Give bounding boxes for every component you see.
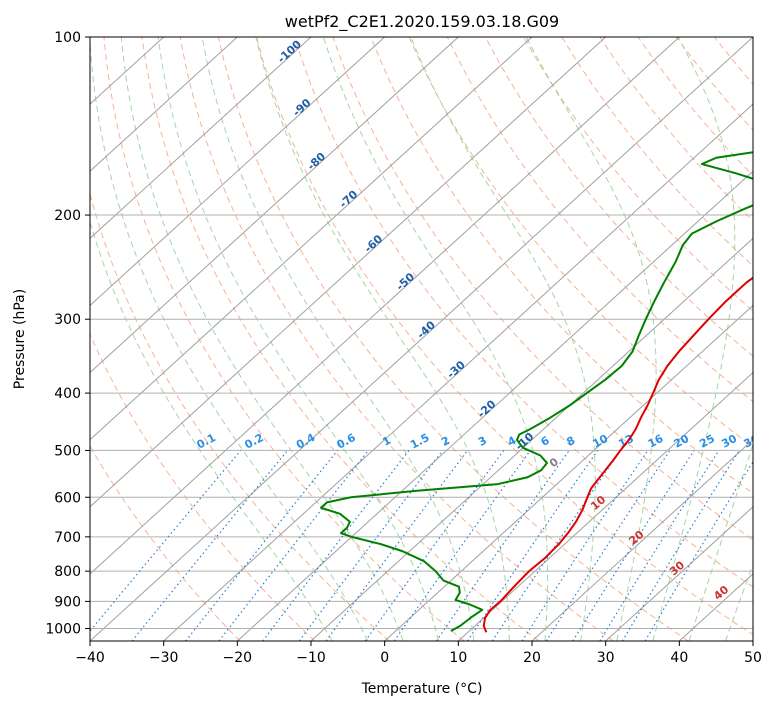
mixing-ratio-line: [491, 450, 621, 641]
mixing-ratio-line: [131, 450, 289, 641]
x-tick-label: 20: [523, 650, 541, 666]
moist-adiabat: [120, 37, 404, 641]
mixing-ratio-label: 36: [742, 432, 762, 451]
x-tick-label: 50: [744, 650, 762, 666]
isotherm: [310, 237, 753, 641]
dry-adiabat: [90, 192, 390, 641]
isotherm: [531, 438, 753, 641]
mixing-ratio-label: 16: [646, 432, 666, 451]
y-tick-label: 800: [54, 564, 81, 580]
moist-adiabat: [90, 37, 369, 641]
moist-adiabat: [525, 37, 657, 641]
moist-adiabat: [157, 37, 439, 641]
moist-adiabat: [201, 37, 475, 641]
y-tick-label: 1000: [45, 621, 81, 637]
isotherm: [90, 37, 680, 575]
isotherm: [90, 37, 238, 172]
y-tick-label: 900: [54, 594, 81, 610]
y-axis: 1000 900 800 700 600 500 400 300 200 100: [45, 30, 90, 637]
isotherm: [236, 170, 753, 641]
mixing-ratio-line: [262, 450, 410, 641]
y-tick-label: 400: [54, 386, 81, 402]
dry-adiabat: [408, 37, 753, 448]
temperature-trace: [482, 276, 753, 633]
isotherm: [163, 103, 753, 641]
moist-adiabat: [323, 37, 549, 641]
moist-adiabat: [725, 562, 753, 641]
x-axis: −40 −30 −20 −10 0 10 20 30 40 50: [75, 641, 762, 666]
y-axis-label: Pressure (hPa): [12, 289, 28, 389]
y-tick-label: 200: [54, 208, 81, 224]
y-tick-label: 700: [54, 530, 81, 546]
isotherm: [457, 371, 753, 641]
x-tick-label: −30: [149, 650, 179, 666]
dry-adiabat: [523, 37, 753, 312]
dry-adiabat: [332, 37, 753, 541]
dewpoint-trace: [320, 151, 753, 632]
dry-adiabat: [484, 37, 753, 357]
dry-adiabat: [370, 37, 753, 494]
isotherm: [90, 37, 753, 641]
x-tick-label: 10: [449, 650, 467, 666]
isotherm: [605, 506, 753, 641]
isotherm: [90, 37, 607, 508]
isotherm: [90, 37, 386, 307]
x-tick-label: −20: [223, 650, 253, 666]
dry-adiabat: [179, 37, 614, 641]
isotherm: [90, 37, 533, 441]
y-tick-label: 500: [54, 443, 81, 459]
x-axis-label: Temperature (°C): [361, 681, 483, 697]
mixing-ratio-label: 25: [697, 432, 717, 451]
mixing-ratio-line: [521, 450, 649, 641]
plot-frame: [89, 36, 754, 642]
mixing-ratio-line: [599, 450, 720, 641]
x-tick-label: 40: [670, 650, 688, 666]
dry-adiabat: [255, 37, 753, 636]
moist-adiabat: [688, 443, 753, 641]
mixing-ratio-line: [435, 450, 570, 641]
mixing-ratio-line: [467, 450, 599, 641]
mixing-ratio-line: [185, 450, 339, 641]
x-tick-label: 0: [380, 650, 389, 666]
dry-adiabat: [141, 37, 540, 641]
moist-adiabat: [652, 37, 736, 641]
dry-adiabat: [217, 37, 689, 641]
x-tick-label: −10: [296, 650, 326, 666]
dry-adiabat: [294, 37, 753, 588]
isotherm: [90, 37, 312, 240]
mixing-ratio-label: 20: [672, 432, 692, 451]
moist-adiabat: [90, 220, 333, 641]
y-tick-label: 300: [54, 312, 81, 328]
mixing-ratio-line: [621, 450, 740, 641]
x-tick-label: −40: [75, 650, 105, 666]
y-tick-label: 100: [54, 30, 81, 46]
y-tick-label: 600: [54, 490, 81, 506]
dry-adiabat: [103, 37, 465, 641]
mixing-ratio-label: 30: [719, 432, 739, 451]
moist-adiabat: [255, 37, 510, 641]
mixing-ratio-line: [572, 450, 695, 641]
chart-title: wetPf2_C2E1.2020.159.03.18.G09: [285, 12, 559, 32]
isotherm: [90, 37, 459, 374]
isotherm: [384, 304, 753, 641]
trace-layer: [320, 151, 753, 633]
grid-layer: [90, 37, 753, 641]
mixing-ratio-label: 10: [591, 432, 611, 451]
mixing-ratio-line: [644, 460, 753, 641]
mixing-ratio-line: [545, 450, 671, 641]
x-tick-label: 30: [597, 650, 615, 666]
dry-adiabat: [446, 37, 753, 403]
mixing-ratio-line: [393, 450, 531, 641]
